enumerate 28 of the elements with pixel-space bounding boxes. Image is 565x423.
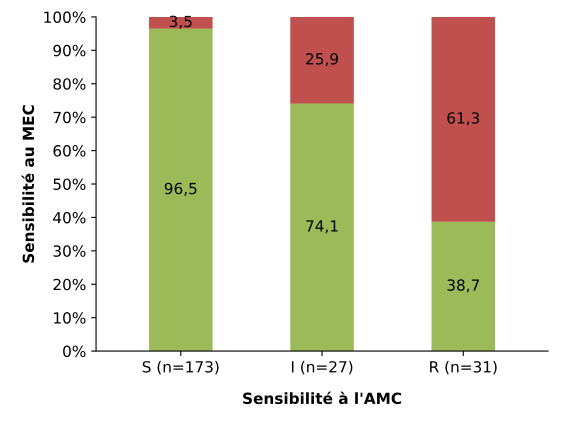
data-label: 96,5 <box>164 182 196 196</box>
x-axis-title: Sensibilité à l'AMC <box>243 392 402 404</box>
y-tick-label: 50% <box>54 178 86 190</box>
data-label: 38,7 <box>447 279 480 292</box>
x-tick-label: S (n=173) <box>142 360 219 374</box>
bar <box>149 16 213 29</box>
bar <box>149 28 213 352</box>
x-tick-label: I (n=27) <box>292 360 352 374</box>
data-label: 3,5 <box>170 16 192 29</box>
y-tick-label: 100% <box>44 11 86 23</box>
y-tick-label: 60% <box>53 145 86 157</box>
y-axis-title: Sensibilité au MEC <box>22 105 34 263</box>
y-tick-label: 40% <box>53 212 86 224</box>
data-label: 61,3 <box>447 112 480 126</box>
data-label: 74,1 <box>306 220 338 234</box>
y-tick-label: 0% <box>63 346 86 358</box>
y-tick-label: 30% <box>54 245 86 257</box>
bar <box>290 103 354 352</box>
x-tick-label: R (n=31) <box>430 360 497 374</box>
y-tick-label: 70% <box>54 112 86 124</box>
bar <box>432 16 496 222</box>
bar <box>432 222 496 352</box>
y-tick-label: 20% <box>53 278 86 290</box>
bar <box>290 16 354 104</box>
data-label: 25,9 <box>306 53 338 66</box>
y-tick-label: 10% <box>54 312 86 324</box>
y-tick-label: 80% <box>53 78 86 90</box>
y-tick-label: 90% <box>53 44 86 56</box>
